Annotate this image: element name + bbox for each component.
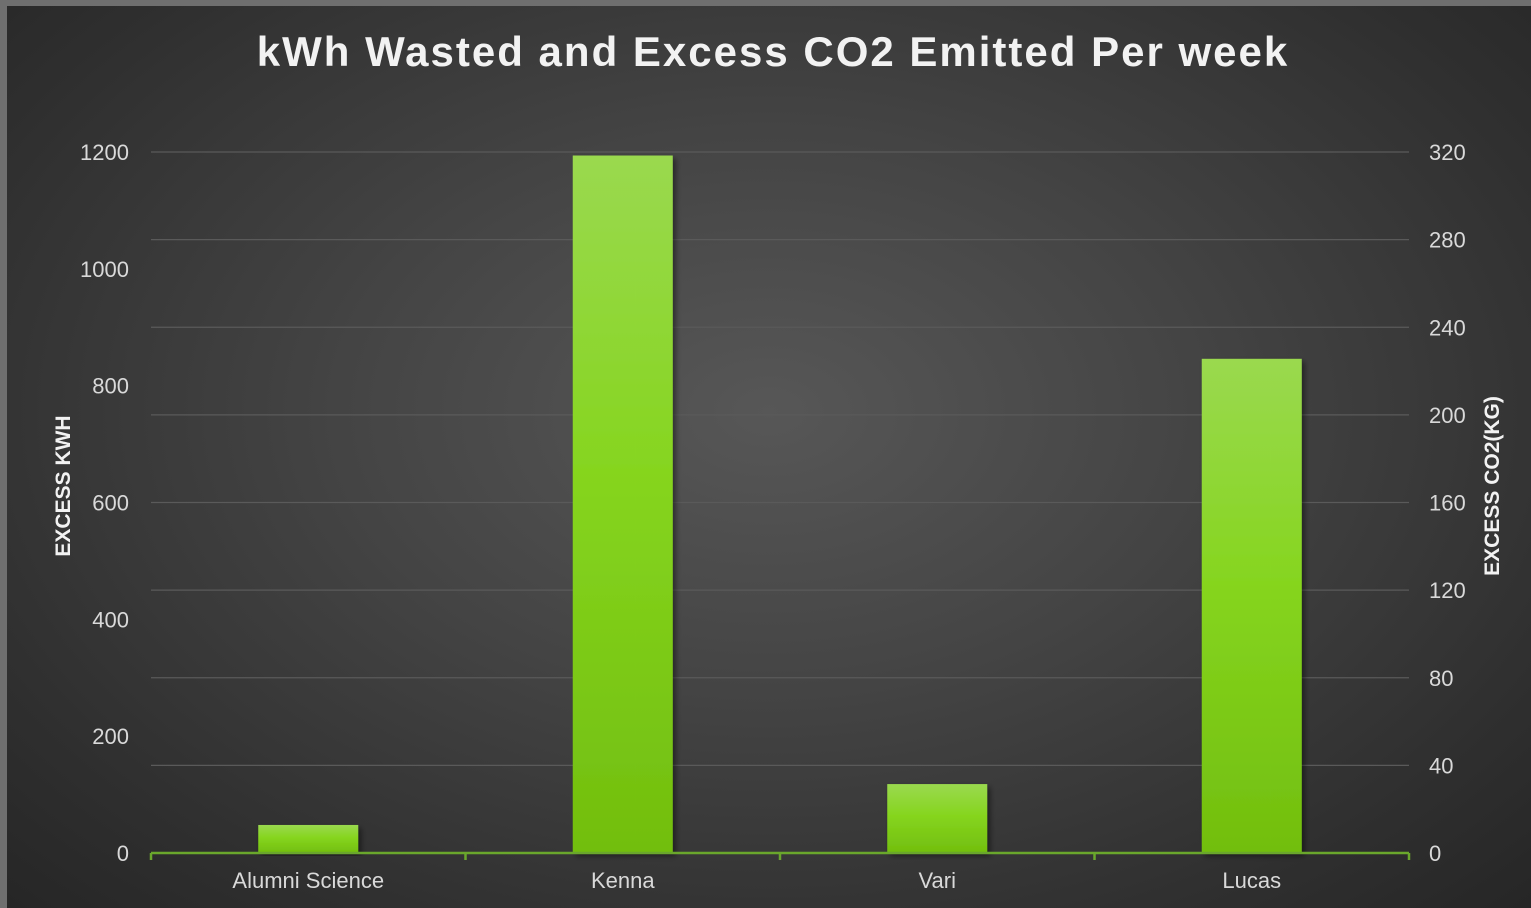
chart-title: kWh Wasted and Excess CO2 Emitted Per we…: [257, 28, 1289, 75]
y-tick-label-right: 40: [1429, 753, 1453, 778]
x-tick-label: Alumni Science: [232, 868, 384, 893]
chart: kWh Wasted and Excess CO2 Emitted Per we…: [52, 28, 1504, 893]
y-tick-label-right: 280: [1429, 228, 1466, 253]
x-tick-label: Kenna: [591, 868, 655, 893]
y-tick-label-right: 160: [1429, 491, 1466, 516]
bar-alumni-science: [258, 824, 359, 853]
y-tick-label-left: 200: [92, 724, 129, 749]
y-tick-label-left: 0: [117, 841, 129, 866]
y-tick-label-left: 1200: [80, 140, 129, 165]
y-tick-label-left: 1000: [80, 257, 129, 282]
bars: [258, 155, 1302, 853]
y-tick-label-right: 200: [1429, 403, 1466, 428]
bar-vari: [887, 784, 988, 853]
y-tick-label-right: 0: [1429, 841, 1441, 866]
bar-lucas: [1201, 358, 1302, 853]
chart-frame: kWh Wasted and Excess CO2 Emitted Per we…: [7, 6, 1531, 908]
y-tick-label-right: 80: [1429, 666, 1453, 691]
y-tick-label-right: 240: [1429, 315, 1466, 340]
y-axis-title-right: EXCESS CO2(KG): [1481, 396, 1504, 576]
y-axis-title-left: EXCESS KWH: [52, 415, 75, 556]
y-tick-label-left: 400: [92, 607, 129, 632]
axes: 0 200 400 600 800 1000 1200 0 40 80 120 160 200 240 28…: [80, 140, 1466, 893]
y-tick-label-left: 800: [92, 374, 129, 399]
y-tick-label-left: 600: [92, 491, 129, 516]
bar-kenna: [572, 155, 673, 853]
y-tick-label-right: 320: [1429, 140, 1466, 165]
grid: [151, 151, 1409, 767]
y-tick-label-right: 120: [1429, 578, 1466, 603]
x-tick-label: Vari: [919, 868, 957, 893]
x-tick-label: Lucas: [1222, 868, 1281, 893]
